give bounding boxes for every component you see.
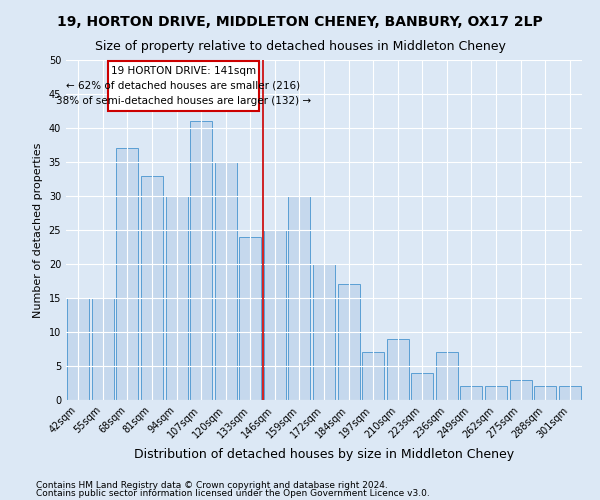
X-axis label: Distribution of detached houses by size in Middleton Cheney: Distribution of detached houses by size … — [134, 448, 514, 461]
Bar — [411, 373, 433, 400]
Bar — [67, 298, 89, 400]
Bar — [264, 230, 286, 400]
Bar — [436, 352, 458, 400]
Y-axis label: Number of detached properties: Number of detached properties — [33, 142, 43, 318]
Bar — [386, 339, 409, 400]
Bar — [338, 284, 359, 400]
Bar — [534, 386, 556, 400]
Bar — [559, 386, 581, 400]
Bar — [215, 162, 237, 400]
Bar — [92, 298, 114, 400]
Text: 19, HORTON DRIVE, MIDDLETON CHENEY, BANBURY, OX17 2LP: 19, HORTON DRIVE, MIDDLETON CHENEY, BANB… — [57, 15, 543, 29]
Bar — [362, 352, 384, 400]
Bar — [485, 386, 507, 400]
Text: Contains public sector information licensed under the Open Government Licence v3: Contains public sector information licen… — [36, 489, 430, 498]
Bar — [116, 148, 139, 400]
Bar — [509, 380, 532, 400]
Bar — [166, 196, 188, 400]
Bar — [313, 264, 335, 400]
Bar — [289, 196, 310, 400]
Text: 19 HORTON DRIVE: 141sqm: 19 HORTON DRIVE: 141sqm — [111, 66, 256, 76]
Text: Size of property relative to detached houses in Middleton Cheney: Size of property relative to detached ho… — [95, 40, 505, 53]
Text: Contains HM Land Registry data © Crown copyright and database right 2024.: Contains HM Land Registry data © Crown c… — [36, 480, 388, 490]
Bar — [141, 176, 163, 400]
Bar — [460, 386, 482, 400]
Text: 38% of semi-detached houses are larger (132) →: 38% of semi-detached houses are larger (… — [56, 96, 311, 106]
Text: ← 62% of detached houses are smaller (216): ← 62% of detached houses are smaller (21… — [66, 81, 301, 91]
Bar — [108, 62, 259, 111]
Bar — [190, 121, 212, 400]
Bar — [239, 237, 262, 400]
